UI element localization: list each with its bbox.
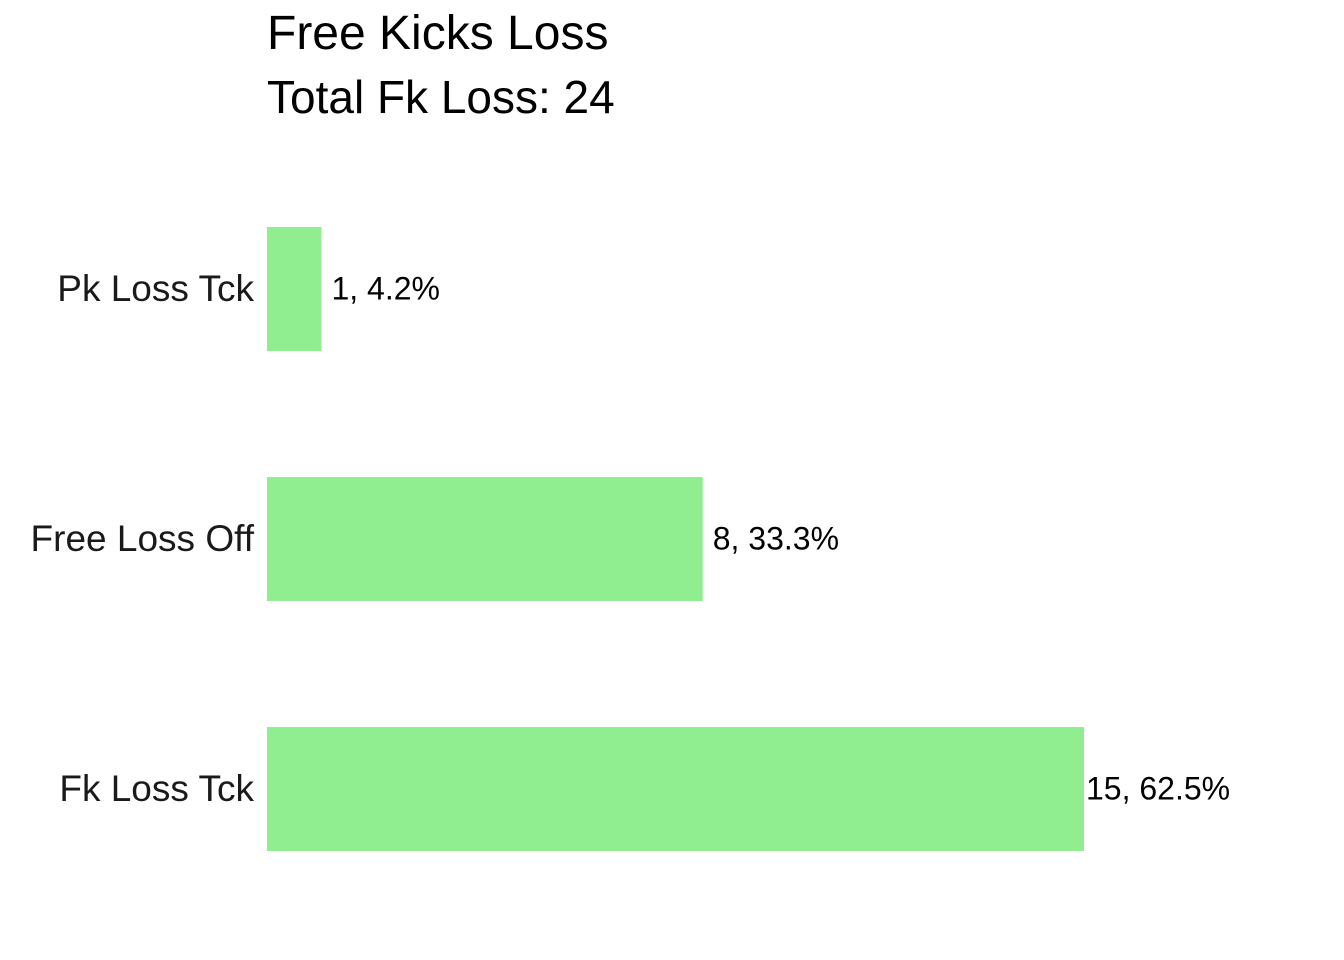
bar-fk-loss-tck bbox=[267, 727, 1084, 851]
y-tick-label: Pk Loss Tck bbox=[57, 268, 254, 309]
data-label: 1, 4.2% bbox=[331, 270, 440, 306]
bar-pk-loss-tck bbox=[267, 227, 322, 351]
bar-free-loss-off bbox=[267, 477, 703, 601]
data-label: 15, 62.5% bbox=[1086, 770, 1230, 806]
y-tick-label: Fk Loss Tck bbox=[59, 768, 254, 809]
y-tick-label: Free Loss Off bbox=[31, 518, 255, 559]
chart-subtitle: Total Fk Loss: 24 bbox=[267, 71, 615, 123]
data-label: 8, 33.3% bbox=[713, 520, 839, 556]
chart-title: Free Kicks Loss bbox=[267, 7, 609, 60]
